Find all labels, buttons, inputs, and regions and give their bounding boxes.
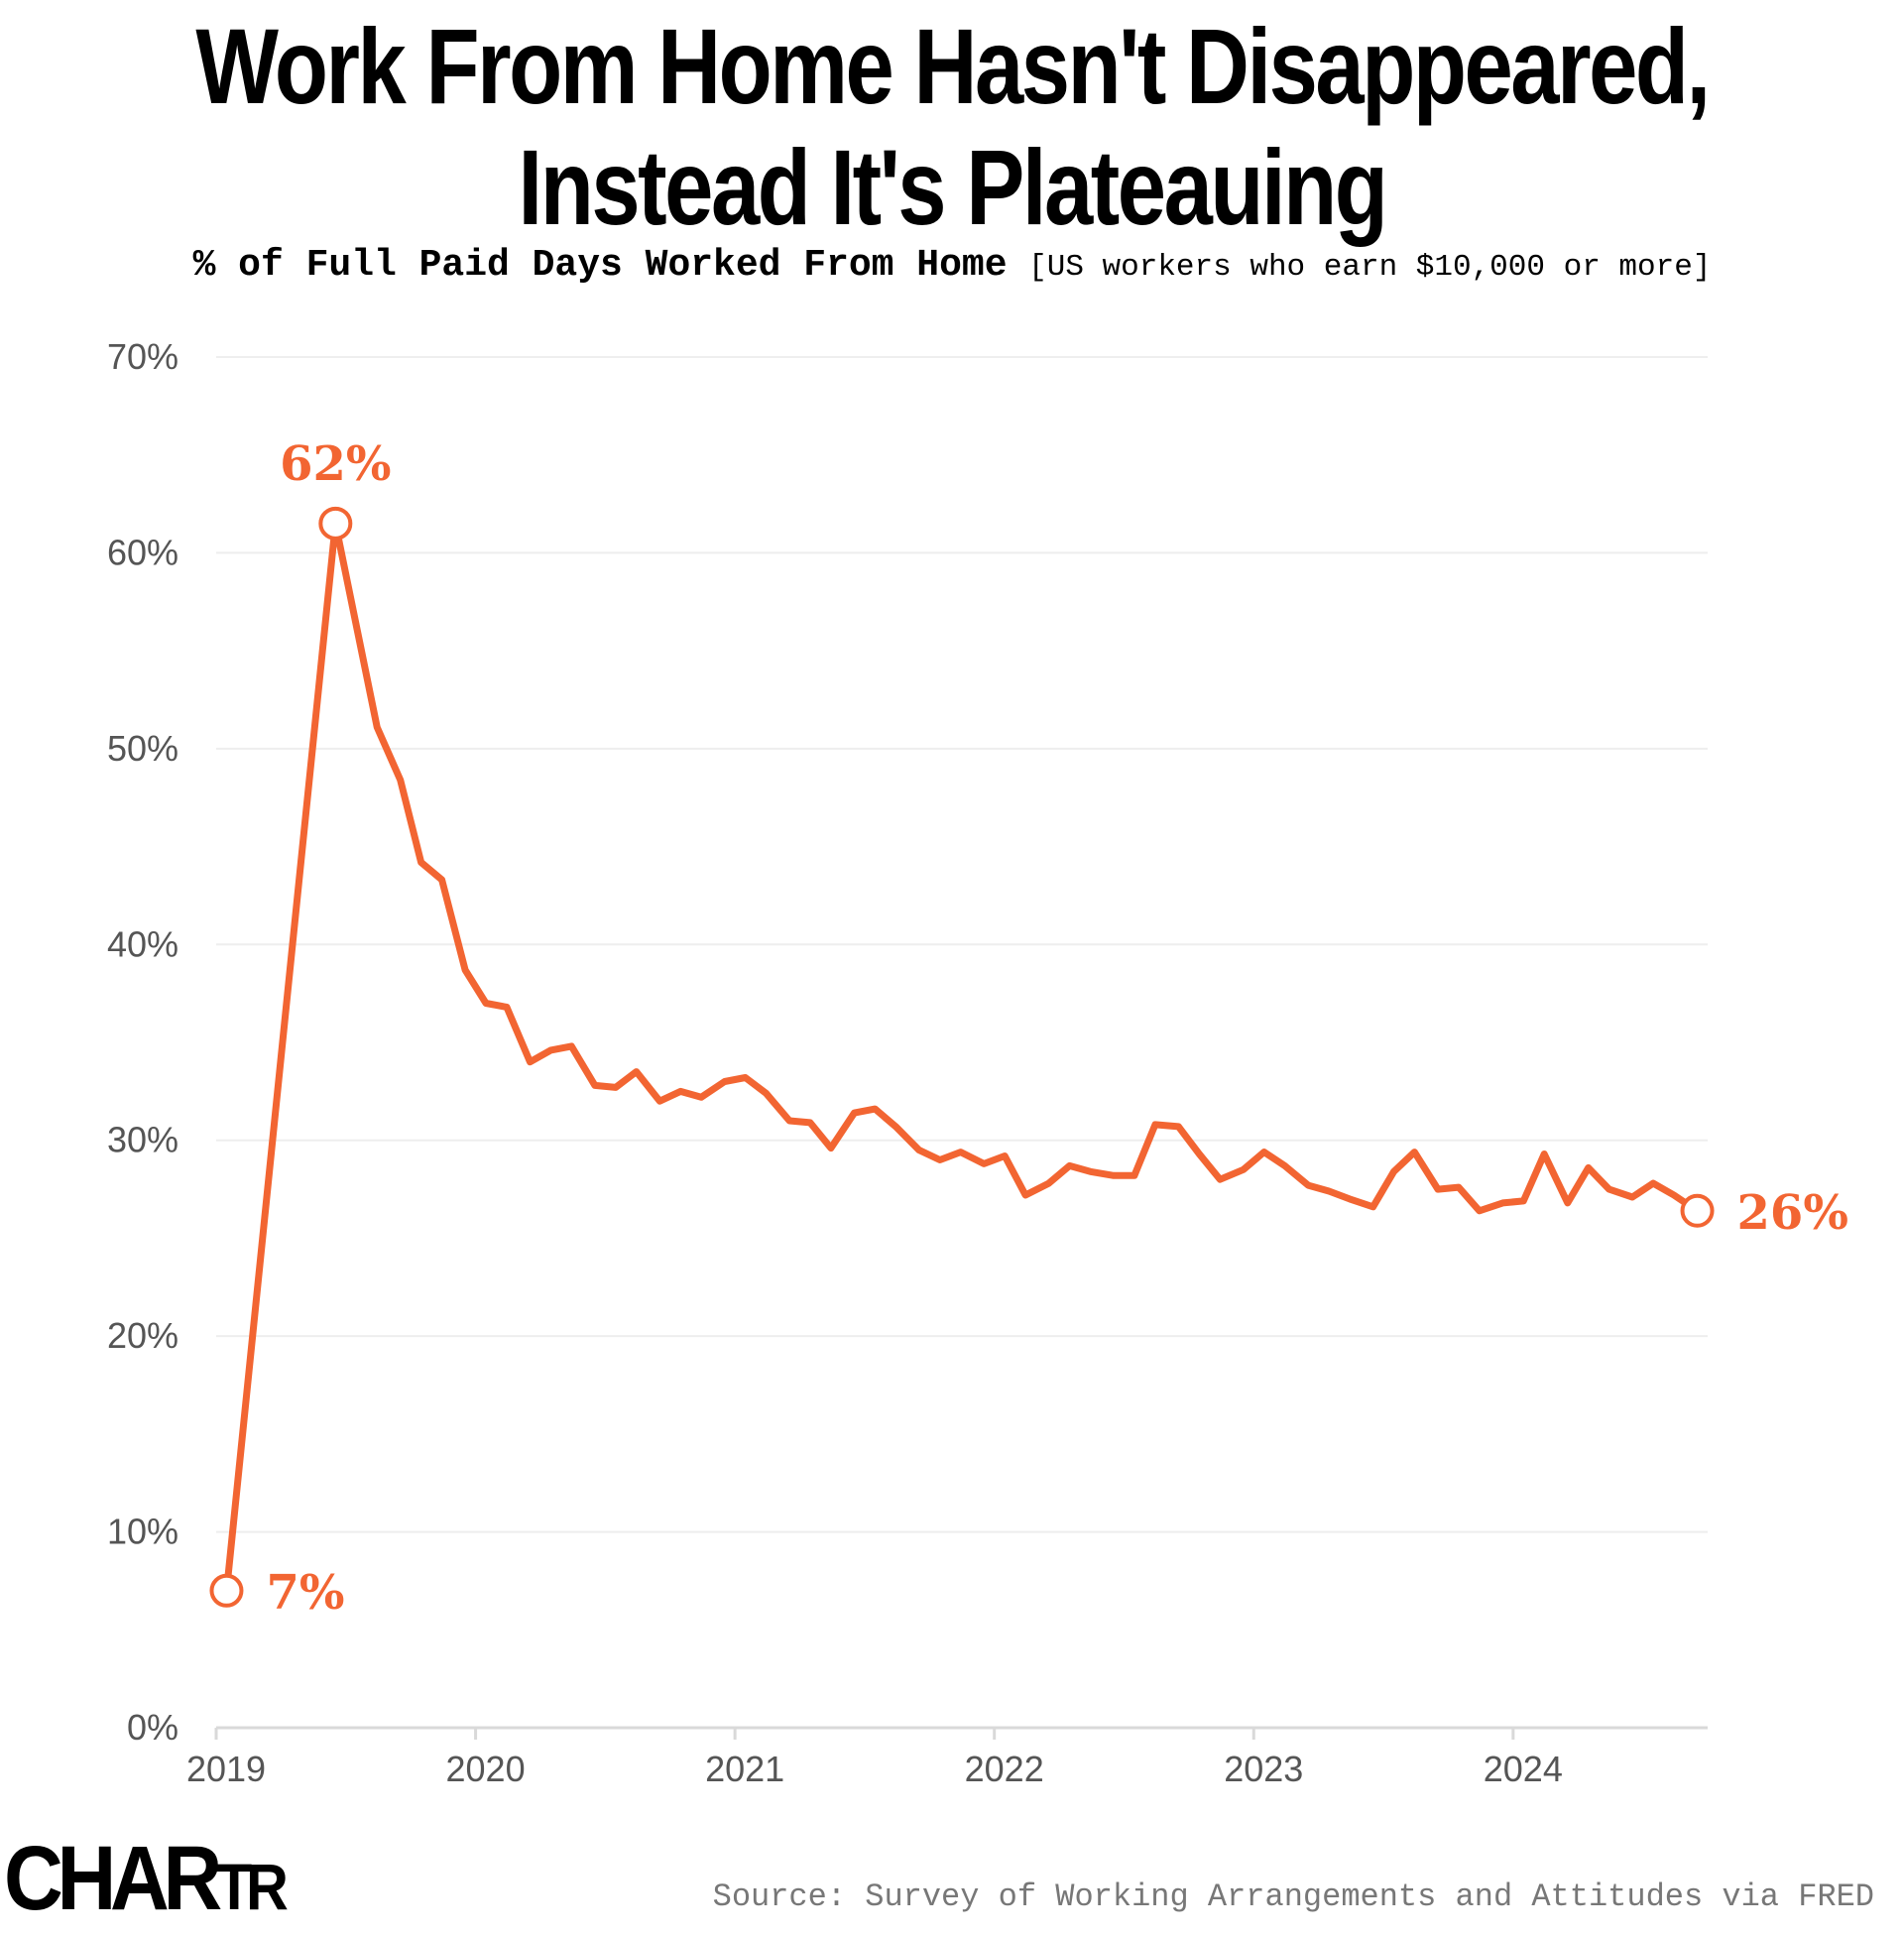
y-tick-label: 0% bbox=[127, 1707, 178, 1748]
annotated-point bbox=[209, 1573, 244, 1608]
x-tick-label: 2020 bbox=[446, 1749, 526, 1789]
subtitle-main: % of Full Paid Days Worked From Home bbox=[192, 244, 1008, 287]
x-tick-label: 2022 bbox=[965, 1749, 1044, 1789]
chartr-logo: CHARTR bbox=[4, 1833, 289, 1924]
wfh-series-line bbox=[223, 520, 1701, 1595]
annotation-label: 7% bbox=[266, 1565, 344, 1621]
y-tick-label: 30% bbox=[107, 1120, 178, 1160]
chart-title: Work From Home Hasn't Disappeared, Inste… bbox=[172, 0, 1732, 248]
annotation-label: 26% bbox=[1737, 1185, 1848, 1241]
chart-subtitle: % of Full Paid Days Worked From Home [US… bbox=[0, 244, 1904, 287]
chart-title-line-2: Instead It's Plateauing bbox=[518, 127, 1388, 247]
logo-text-small: TR bbox=[216, 1850, 289, 1923]
chart-title-line-1: Work From Home Hasn't Disappeared, bbox=[195, 6, 1711, 126]
y-tick-label: 70% bbox=[107, 336, 178, 377]
source-note: Source: Survey of Working Arrangements a… bbox=[712, 1878, 1874, 1915]
logo-text-big: CHA bbox=[4, 1828, 170, 1929]
annotation-label: 62% bbox=[280, 436, 391, 492]
annotated-point bbox=[1680, 1193, 1715, 1228]
y-tick-label: 50% bbox=[107, 728, 178, 769]
logo-text-mid: R bbox=[163, 1828, 222, 1929]
subtitle-note: [US workers who earn $10,000 or more] bbox=[1028, 250, 1712, 285]
y-tick-label: 40% bbox=[107, 923, 178, 964]
y-tick-label: 10% bbox=[107, 1512, 178, 1552]
x-tick-label: 2024 bbox=[1484, 1749, 1563, 1789]
x-tick-label: 2021 bbox=[705, 1749, 784, 1789]
x-tick-label: 2023 bbox=[1224, 1749, 1303, 1789]
annotated-point bbox=[318, 506, 353, 541]
y-tick-label: 60% bbox=[107, 532, 178, 572]
x-tick-label: 2019 bbox=[186, 1749, 266, 1789]
y-tick-label: 20% bbox=[107, 1315, 178, 1356]
